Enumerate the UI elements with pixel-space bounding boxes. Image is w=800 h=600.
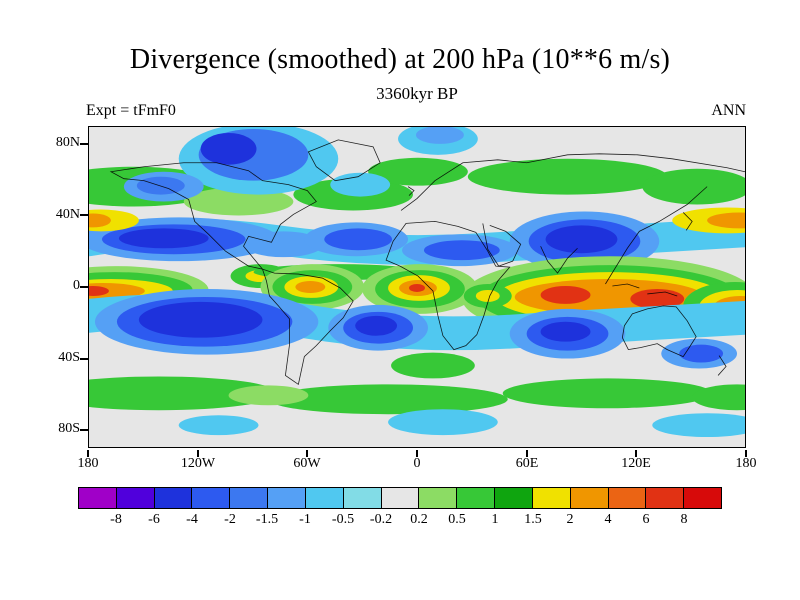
- colorbar-label: 8: [680, 512, 688, 527]
- colorbar-label: -0.5: [331, 512, 355, 527]
- x-axis-tick-mark: [416, 450, 418, 457]
- x-axis-tick-mark: [306, 450, 308, 457]
- colorbar-label: 2: [566, 512, 574, 527]
- map-plot-area: [88, 126, 746, 448]
- y-axis-tick-label: 40N: [55, 207, 80, 222]
- x-axis-tick-label: 60W: [293, 456, 321, 471]
- colorbar-label: 6: [642, 512, 650, 527]
- contour-field: [89, 127, 745, 438]
- y-axis-tick-mark: [80, 214, 88, 216]
- season-label: ANN: [711, 102, 746, 119]
- colorbar-cell: [154, 488, 193, 508]
- colorbar-label: 0.2: [410, 512, 428, 527]
- colorbar: [78, 487, 722, 509]
- colorbar-label: -2: [224, 512, 236, 527]
- x-axis-tick-label: 0: [413, 456, 421, 471]
- colorbar-cell: [268, 488, 306, 508]
- x-axis-tick-mark: [745, 450, 747, 457]
- colorbar-label: 0.5: [448, 512, 466, 527]
- colorbar-label: 1: [491, 512, 499, 527]
- y-axis-tick-label: 40S: [58, 350, 80, 365]
- x-axis-tick-mark: [87, 450, 89, 457]
- colorbar-label: -8: [110, 512, 122, 527]
- colorbar-cell: [570, 488, 609, 508]
- colorbar-label: -4: [186, 512, 198, 527]
- x-axis-tick-label: 60E: [515, 456, 539, 471]
- colorbar-cell: [532, 488, 571, 508]
- colorbar-cell: [495, 488, 533, 508]
- colorbar-cell: [684, 488, 722, 508]
- x-axis-tick-label: 120E: [621, 456, 651, 471]
- colorbar-cell: [381, 488, 420, 508]
- colorbar-cell: [230, 488, 269, 508]
- colorbar-cell: [457, 488, 496, 508]
- experiment-label: Expt = tFmF0: [86, 102, 176, 119]
- colorbar-cell: [305, 488, 344, 508]
- colorbar-cell: [79, 488, 117, 508]
- x-axis-tick-mark: [526, 450, 528, 457]
- colorbar-label: -1.5: [255, 512, 279, 527]
- colorbar-cell: [116, 488, 155, 508]
- colorbar-cell: [608, 488, 647, 508]
- x-axis-tick-mark: [635, 450, 637, 457]
- x-axis-tick-label: 180: [77, 456, 99, 471]
- colorbar-label: 4: [604, 512, 612, 527]
- colorbar-cell: [646, 488, 685, 508]
- y-axis-tick-mark: [80, 286, 88, 288]
- x-axis-tick-label: 120W: [180, 456, 216, 471]
- y-axis-tick-label: 80S: [58, 421, 80, 436]
- y-axis-tick-label: 80N: [55, 135, 80, 150]
- plot-title: Divergence (smoothed) at 200 hPa (10**6 …: [129, 44, 671, 75]
- colorbar-cell: [419, 488, 458, 508]
- x-axis-tick-label: 180: [735, 456, 757, 471]
- colorbar-label: -1: [299, 512, 311, 527]
- coastlines: [109, 139, 745, 386]
- colorbar-cell: [192, 488, 231, 508]
- y-axis-tick-mark: [80, 358, 88, 360]
- world-contour-map: [89, 127, 745, 447]
- colorbar-label: 1.5: [524, 512, 542, 527]
- plot-subtitle: 3360kyr BP: [376, 84, 458, 103]
- colorbar-cell: [343, 488, 382, 508]
- x-axis-tick-mark: [197, 450, 199, 457]
- y-axis-tick-mark: [80, 429, 88, 431]
- colorbar-label: -6: [148, 512, 160, 527]
- colorbar-label: -0.2: [369, 512, 393, 527]
- y-axis-tick-mark: [80, 143, 88, 145]
- y-axis-tick-label: 0: [73, 278, 80, 293]
